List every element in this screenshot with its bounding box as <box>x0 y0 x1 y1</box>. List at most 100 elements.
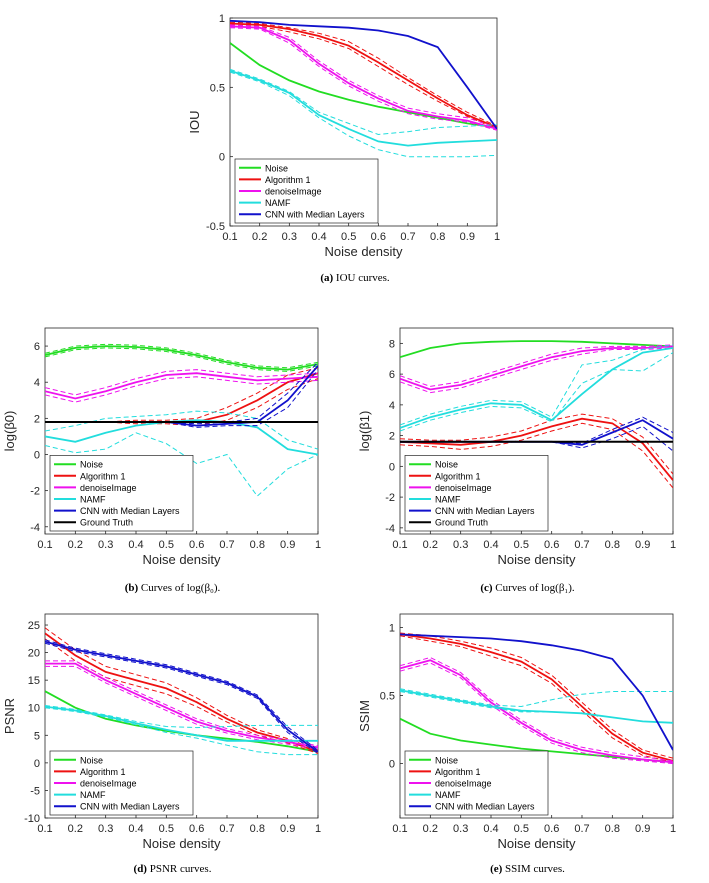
x-tick-label: 0.6 <box>544 539 559 551</box>
series-algorithm-1-band <box>400 422 673 489</box>
series-denoiseimage-line <box>400 659 673 764</box>
x-tick-label: 0.7 <box>219 539 234 551</box>
series-algorithm-1-band <box>400 635 673 763</box>
y-tick-label: 15 <box>28 675 40 687</box>
x-tick-label: 0.2 <box>252 231 267 243</box>
series-namf-band <box>45 410 318 450</box>
caption-c: (c) Curves of log(β₁). <box>480 582 575 594</box>
y-tick-label: 5 <box>34 730 40 742</box>
chart-log-beta0: 0.1 0.2 0.3 0.4 0.5 0.6 0.7 0.8 0.9 1 -4 -2 0 2 4 6 Nois… <box>2 327 321 567</box>
y-tick-label: -2 <box>30 486 40 498</box>
y-tick-label: 1 <box>219 13 225 25</box>
x-tick-label: 0.6 <box>371 231 386 243</box>
x-tick-label: 0.4 <box>483 539 498 551</box>
x-tick-label: 0.9 <box>460 231 475 243</box>
series-denoiseimage-band <box>45 665 318 750</box>
x-tick-label: 0.5 <box>341 231 356 243</box>
series-namf-band <box>45 432 318 497</box>
series-denoiseimage-line <box>230 25 497 130</box>
series-denoiseimage-line <box>45 662 318 749</box>
series-denoiseimage-band <box>45 369 318 396</box>
series-group <box>400 632 673 765</box>
x-tick-label: 0.3 <box>282 231 297 243</box>
x-tick-label: 0.4 <box>128 539 143 551</box>
x-tick-label: 0.3 <box>98 539 113 551</box>
y-tick-label: 0 <box>219 152 225 164</box>
x-tick-label: 0.9 <box>280 539 295 551</box>
series-denoiseimage-line <box>400 345 673 391</box>
legend-label: NAMF <box>435 790 461 800</box>
legend-label: CNN with Median Layers <box>265 210 365 220</box>
legend-label: Algorithm 1 <box>80 767 126 777</box>
series-denoiseimage-line <box>45 372 318 400</box>
x-tick-label: 0.8 <box>605 539 620 551</box>
y-tick-label: 2 <box>34 413 40 425</box>
legend-label: Noise <box>80 460 103 470</box>
caption-e: (e) SSIM curves. <box>490 863 565 875</box>
x-tick-label: 0.1 <box>37 539 52 551</box>
x-tick-label: 0.2 <box>68 539 83 551</box>
x-tick-label: 0.2 <box>68 823 83 835</box>
series-group <box>400 340 673 489</box>
series-cnn-with-median-layers-line <box>230 19 497 130</box>
legend-label: NAMF <box>80 495 106 505</box>
y-tick-label: 0 <box>389 461 395 473</box>
y-axis-label: IOU <box>187 110 202 133</box>
chart-ssim: 0.1 0.2 0.3 0.4 0.5 0.6 0.7 0.8 0.9 1 0 0.5 1 Noise d… <box>357 613 676 851</box>
x-tick-label: 0.4 <box>483 823 498 835</box>
series-noise-band <box>45 347 318 372</box>
y-tick-label: 20 <box>28 648 40 660</box>
x-tick-label: 0.3 <box>98 823 113 835</box>
x-tick-label: 0.6 <box>544 823 559 835</box>
x-tick-label: 0.9 <box>280 823 295 835</box>
y-tick-label: 0 <box>34 449 40 461</box>
legend-label: Algorithm 1 <box>265 175 311 185</box>
x-tick-label: 0.4 <box>128 823 143 835</box>
x-tick-label: 0.8 <box>430 231 445 243</box>
y-axis-label: SSIM <box>357 700 372 732</box>
series-denoiseimage-band <box>230 27 497 131</box>
x-tick-label: 0.4 <box>311 231 326 243</box>
y-tick-label: -0.5 <box>206 221 225 233</box>
y-tick-label: 4 <box>389 400 395 412</box>
caption-d: (d) PSNR curves. <box>133 863 212 875</box>
y-tick-label: 10 <box>28 703 40 715</box>
y-axis-label: log(β1) <box>357 411 372 452</box>
y-tick-label: 4 <box>34 377 40 389</box>
legend-label: Ground Truth <box>80 518 133 528</box>
legend-label: Ground Truth <box>435 518 488 528</box>
x-tick-label: 0.1 <box>222 231 237 243</box>
series-namf-band <box>45 707 318 756</box>
x-tick-label: 0.3 <box>453 539 468 551</box>
series-cnn-with-median-layers-band <box>45 639 318 751</box>
series-namf-band <box>230 68 497 136</box>
series-algorithm-1-band <box>400 632 673 759</box>
x-axis-label: Noise density <box>142 836 221 851</box>
series-denoiseimage-band <box>45 660 318 747</box>
y-tick-label: 0.5 <box>380 691 395 703</box>
series-namf-band <box>400 344 673 426</box>
series-algorithm-1-band <box>230 21 497 127</box>
y-tick-label: 2 <box>389 431 395 443</box>
series-namf-line <box>230 69 497 147</box>
y-tick-label: 25 <box>28 620 40 632</box>
legend-label: Noise <box>265 163 288 173</box>
x-tick-label: 0.7 <box>574 823 589 835</box>
y-tick-label: -4 <box>30 522 40 534</box>
legend-label: CNN with Median Layers <box>435 802 535 812</box>
series-algorithm-1-line <box>400 633 673 762</box>
series-group <box>230 19 497 158</box>
legend-label: CNN with Median Layers <box>435 506 535 516</box>
series-noise-band <box>45 343 318 369</box>
series-denoiseimage-band <box>400 662 673 765</box>
x-tick-label: 0.7 <box>219 823 234 835</box>
series-algorithm-1-band <box>400 413 673 475</box>
series-namf-line <box>400 347 673 429</box>
x-tick-label: 0.1 <box>392 823 407 835</box>
y-tick-label: -2 <box>385 492 395 504</box>
x-axis-label: Noise density <box>497 836 576 851</box>
series-cnn-with-median-layers-line <box>400 633 673 751</box>
x-axis-label: Noise density <box>497 552 576 567</box>
x-tick-label: 0.2 <box>423 539 438 551</box>
